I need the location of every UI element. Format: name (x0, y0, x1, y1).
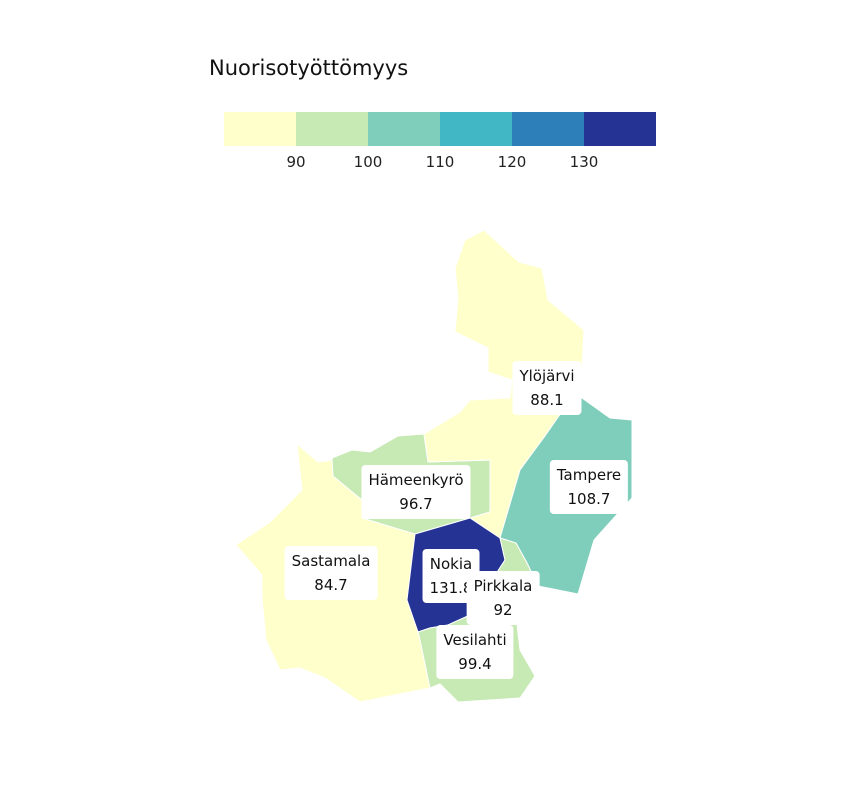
region-name: Nokia (429, 555, 473, 573)
region-name: Vesilahti (443, 631, 507, 649)
region-value: 84.7 (314, 576, 348, 594)
legend-tick: 130 (569, 153, 599, 171)
region-name: Hämeenkyrö (368, 471, 464, 489)
region-label-ylojarvi: Ylöjärvi 88.1 (512, 361, 582, 415)
legend-bin-4 (440, 112, 512, 146)
region-label-hameenkyro: Hämeenkyrö 96.7 (361, 465, 471, 519)
legend-bin-1 (224, 112, 296, 146)
region-value: 99.4 (458, 655, 492, 673)
legend-tick: 90 (286, 153, 306, 171)
region-name: Pirkkala (473, 577, 533, 595)
region-label-pirkkala: Pirkkala 92 (466, 571, 540, 625)
legend-title: Nuorisotyöttömyys (209, 56, 409, 80)
legend-tick: 120 (497, 153, 527, 171)
legend-bin-6 (584, 112, 656, 146)
region-name: Ylöjärvi (519, 367, 575, 385)
region-name: Tampere (556, 466, 622, 484)
region-label-sastamala: Sastamala 84.7 (284, 546, 378, 600)
legend-bin-5 (512, 112, 584, 146)
region-name: Sastamala (291, 552, 371, 570)
region-value: 108.7 (567, 490, 611, 508)
legend-color-bar (224, 112, 656, 146)
region-value: 92 (493, 601, 513, 619)
region-value: 131.8 (429, 579, 473, 597)
region-ylojarvi[interactable] (423, 229, 585, 539)
region-value: 88.1 (530, 391, 564, 409)
region-label-vesilahti: Vesilahti 99.4 (436, 625, 514, 679)
region-label-tampere: Tampere 108.7 (549, 460, 629, 514)
legend-bin-3 (368, 112, 440, 146)
legend-bin-2 (296, 112, 368, 146)
region-value: 96.7 (399, 495, 433, 513)
legend-tick: 100 (353, 153, 383, 171)
legend-tick: 110 (425, 153, 455, 171)
